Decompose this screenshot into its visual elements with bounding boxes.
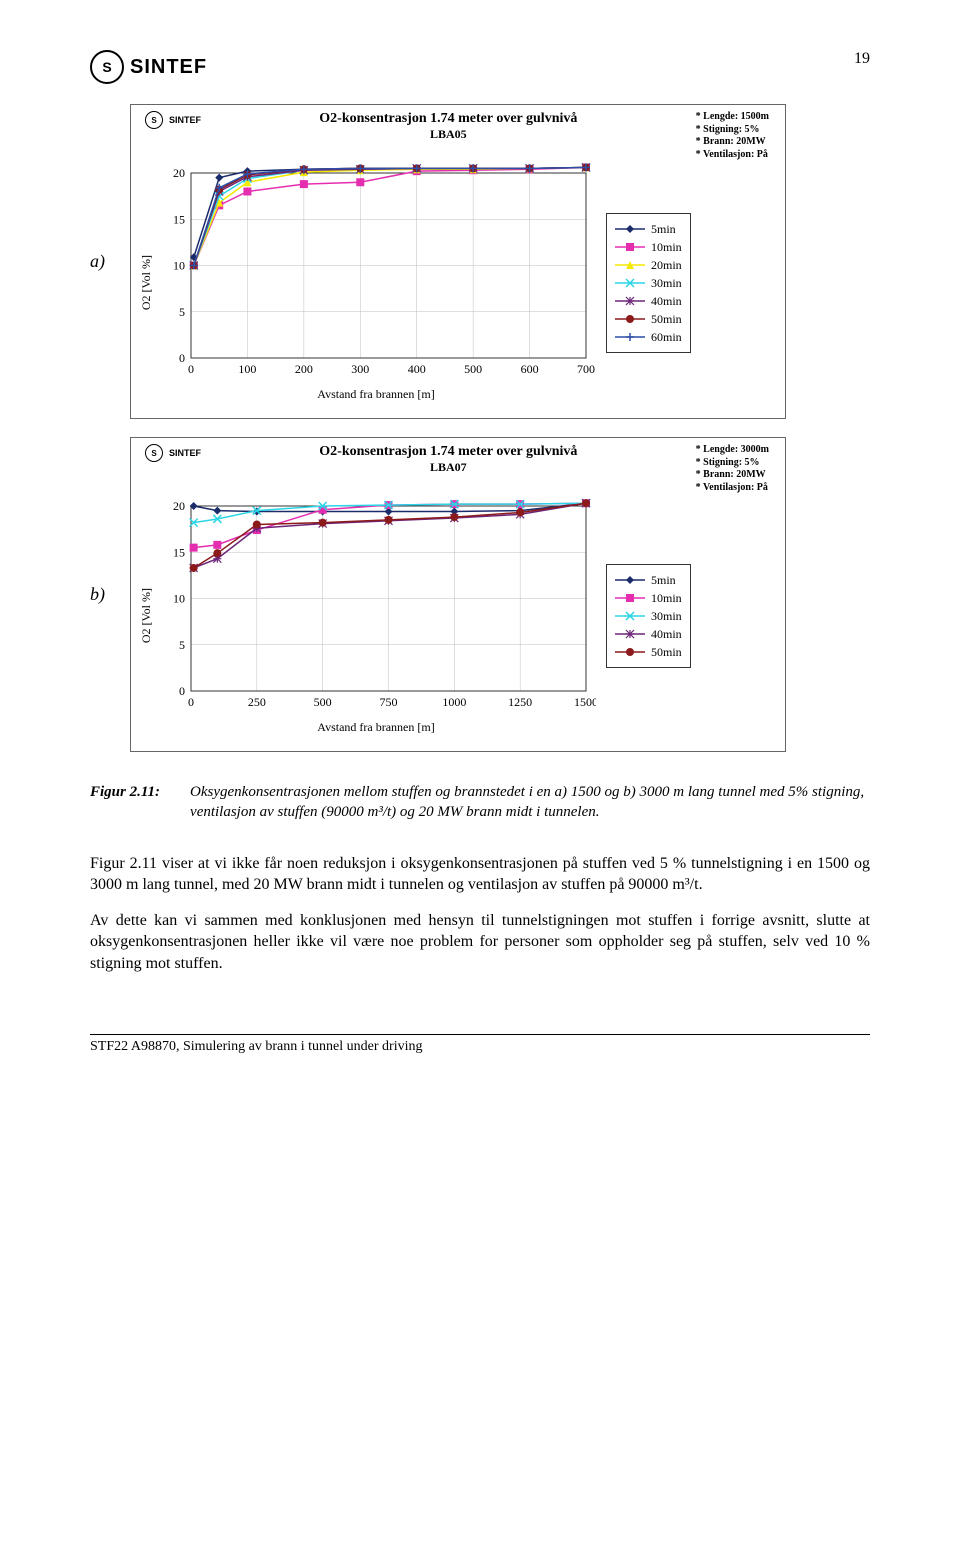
svg-text:0: 0 <box>179 684 185 698</box>
page-number: 19 <box>854 50 870 68</box>
svg-text:10: 10 <box>173 592 185 606</box>
figure-caption: Figur 2.11: Oksygenkonsentrasjonen mello… <box>90 782 870 823</box>
svg-text:300: 300 <box>351 362 369 376</box>
caption-label: Figur 2.11: <box>90 782 160 823</box>
chart-a-subtitle: LBA05 <box>201 127 696 142</box>
chart-a: S SINTEF O2-konsentrasjon 1.74 meter ove… <box>130 104 786 419</box>
chart-b-plot: 0 250 500 750 1000 1250 1500 0 5 10 15 20 <box>156 496 596 716</box>
legend-item: 60min <box>615 328 682 346</box>
svg-text:15: 15 <box>173 545 185 559</box>
legend-item: 30min <box>615 274 682 292</box>
svg-text:20: 20 <box>173 166 185 180</box>
chart-b-params: * Lengde: 3000m* Stigning: 5%* Brann: 20… <box>696 444 769 494</box>
chart-b: S SINTEF O2-konsentrasjon 1.74 meter ove… <box>130 437 786 752</box>
legend-item: 10min <box>615 238 682 256</box>
chart-b-ylabel: O2 [Vol %] <box>137 588 156 643</box>
chart-b-xlabel: Avstand fra brannen [m] <box>156 720 596 735</box>
svg-text:400: 400 <box>408 362 426 376</box>
footer: STF22 A98870, Simulering av brann i tunn… <box>90 1034 870 1055</box>
legend-item: 40min <box>615 625 682 643</box>
paragraph-2: Av dette kan vi sammen med konklusjonen … <box>90 910 870 975</box>
svg-text:0: 0 <box>188 362 194 376</box>
svg-text:600: 600 <box>521 362 539 376</box>
svg-text:1000: 1000 <box>442 695 466 709</box>
svg-text:200: 200 <box>295 362 313 376</box>
svg-text:250: 250 <box>248 695 266 709</box>
chart-a-label: a) <box>90 251 130 272</box>
legend-item: 5min <box>615 571 682 589</box>
chart-b-subtitle: LBA07 <box>201 460 696 475</box>
chart-b-label: b) <box>90 584 130 605</box>
svg-text:20: 20 <box>173 499 185 513</box>
svg-text:500: 500 <box>314 695 332 709</box>
chart-a-plot: 0 100 200 300 400 500 600 700 0 5 10 15 20 <box>156 163 596 383</box>
caption-text: Oksygenkonsentrasjonen mellom stuffen og… <box>190 782 870 823</box>
svg-text:0: 0 <box>179 351 185 365</box>
legend-item: 30min <box>615 607 682 625</box>
svg-text:15: 15 <box>173 212 185 226</box>
legend-item: 50min <box>615 310 682 328</box>
chart-b-legend: 5min10min30min40min50min <box>606 564 691 668</box>
legend-item: 20min <box>615 256 682 274</box>
chart-a-ylabel: O2 [Vol %] <box>137 255 156 310</box>
svg-text:10: 10 <box>173 259 185 273</box>
paragraph-1: Figur 2.11 viser at vi ikke får noen red… <box>90 853 870 896</box>
chart-a-legend: 5min10min20min30min40min50min60min <box>606 213 691 353</box>
legend-item: 5min <box>615 220 682 238</box>
svg-text:0: 0 <box>188 695 194 709</box>
svg-text:5: 5 <box>179 305 185 319</box>
legend-item: 10min <box>615 589 682 607</box>
legend-item: 40min <box>615 292 682 310</box>
svg-text:500: 500 <box>464 362 482 376</box>
chart-a-xlabel: Avstand fra brannen [m] <box>156 387 596 402</box>
svg-text:5: 5 <box>179 638 185 652</box>
sintef-logo: S SINTEF <box>90 50 207 84</box>
svg-text:1250: 1250 <box>508 695 532 709</box>
svg-text:1500: 1500 <box>574 695 596 709</box>
chart-a-title: O2-konsentrasjon 1.74 meter over gulvniv… <box>201 111 696 127</box>
svg-text:100: 100 <box>238 362 256 376</box>
logo-text: SINTEF <box>130 56 207 79</box>
page-header: S SINTEF 19 <box>90 50 870 84</box>
legend-item: 50min <box>615 643 682 661</box>
chart-b-title: O2-konsentrasjon 1.74 meter over gulvniv… <box>201 444 696 460</box>
svg-text:700: 700 <box>577 362 595 376</box>
svg-text:750: 750 <box>380 695 398 709</box>
chart-a-params: * Lengde: 1500m* Stigning: 5%* Brann: 20… <box>696 111 769 161</box>
